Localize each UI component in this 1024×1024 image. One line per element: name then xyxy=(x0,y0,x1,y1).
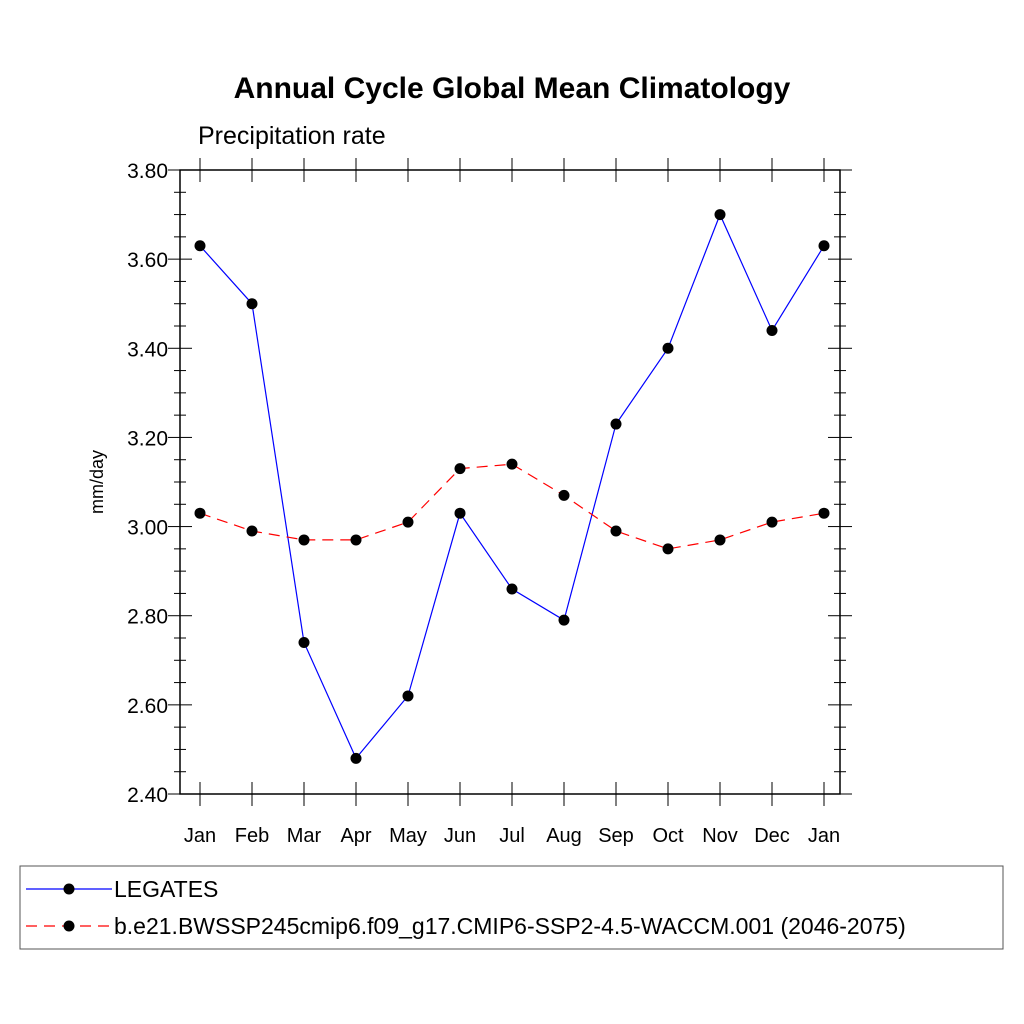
x-tick-label: Dec xyxy=(754,825,790,847)
chart-subtitle: Precipitation rate xyxy=(198,122,386,150)
x-tick-label: Oct xyxy=(652,825,684,847)
data-point xyxy=(402,516,414,528)
series-layer xyxy=(194,209,830,764)
x-tick-label: Jul xyxy=(499,825,525,847)
data-point xyxy=(662,342,674,354)
data-point xyxy=(454,463,466,475)
data-point xyxy=(818,507,830,519)
x-tick-label: Sep xyxy=(598,825,634,847)
data-point xyxy=(558,614,570,626)
data-point xyxy=(402,690,414,702)
series-line xyxy=(199,463,825,550)
chart-title: Annual Cycle Global Mean Climatology xyxy=(234,72,791,105)
data-point xyxy=(246,298,258,310)
axis-ticks xyxy=(168,158,852,806)
data-point xyxy=(610,525,622,537)
data-point xyxy=(194,240,206,252)
data-point xyxy=(610,418,622,430)
data-point xyxy=(454,507,466,519)
x-tick-label: May xyxy=(389,825,427,847)
data-point xyxy=(714,534,726,546)
x-tick-label: Apr xyxy=(340,825,371,847)
x-tick-label: Aug xyxy=(546,825,582,847)
legend-marker xyxy=(63,920,75,932)
data-point xyxy=(818,240,830,252)
x-tick-label: Jan xyxy=(184,825,216,847)
legend-item: b.e21.BWSSP245cmip6.f09_g17.CMIP6-SSP2-4… xyxy=(26,913,906,939)
x-tick-label: Jun xyxy=(444,825,476,847)
data-point xyxy=(662,543,674,555)
y-tick-label: 2.80 xyxy=(127,606,168,629)
series-2 xyxy=(194,458,830,555)
x-tick-labels: Jan Feb Mar Apr May Jun Jul Aug Sep Oct Nov Dec Jan xyxy=(184,825,840,847)
data-point xyxy=(558,489,570,501)
x-tick-label: Nov xyxy=(702,825,738,847)
data-point xyxy=(298,636,310,648)
y-tick-label: 3.20 xyxy=(127,427,168,450)
data-point xyxy=(714,209,726,221)
legend-item: LEGATES xyxy=(26,876,218,902)
legend-label: b.e21.BWSSP245cmip6.f09_g17.CMIP6-SSP2-4… xyxy=(114,913,906,939)
data-point xyxy=(506,458,518,470)
series-1 xyxy=(194,209,830,764)
y-tick-label: 2.40 xyxy=(127,784,168,807)
y-tick-label: 3.40 xyxy=(127,338,168,361)
legend: LEGATES b.e21.BWSSP245cmip6.f09_g17.CMIP6… xyxy=(26,876,906,939)
y-axis-label: mm/day xyxy=(87,450,107,514)
x-tick-label: Feb xyxy=(235,825,269,847)
legend-box xyxy=(19,865,1004,950)
data-point xyxy=(194,507,206,519)
series-line xyxy=(199,213,825,760)
data-point xyxy=(766,516,778,528)
data-point xyxy=(350,752,362,764)
legend-label: LEGATES xyxy=(114,876,218,902)
data-point xyxy=(246,525,258,537)
y-tick-label: 3.80 xyxy=(127,160,168,183)
data-point xyxy=(350,534,362,546)
data-point xyxy=(506,583,518,595)
x-tick-label: Mar xyxy=(287,825,322,847)
data-point xyxy=(766,324,778,336)
y-tick-label: 3.60 xyxy=(127,249,168,272)
y-tick-labels: 3.80 3.60 3.40 3.20 3.00 2.80 2.60 2.40 xyxy=(127,160,168,807)
data-point xyxy=(298,534,310,546)
x-tick-label: Jan xyxy=(808,825,840,847)
legend-marker xyxy=(63,883,75,895)
y-tick-label: 2.60 xyxy=(127,695,168,718)
y-tick-label: 3.00 xyxy=(127,517,168,540)
